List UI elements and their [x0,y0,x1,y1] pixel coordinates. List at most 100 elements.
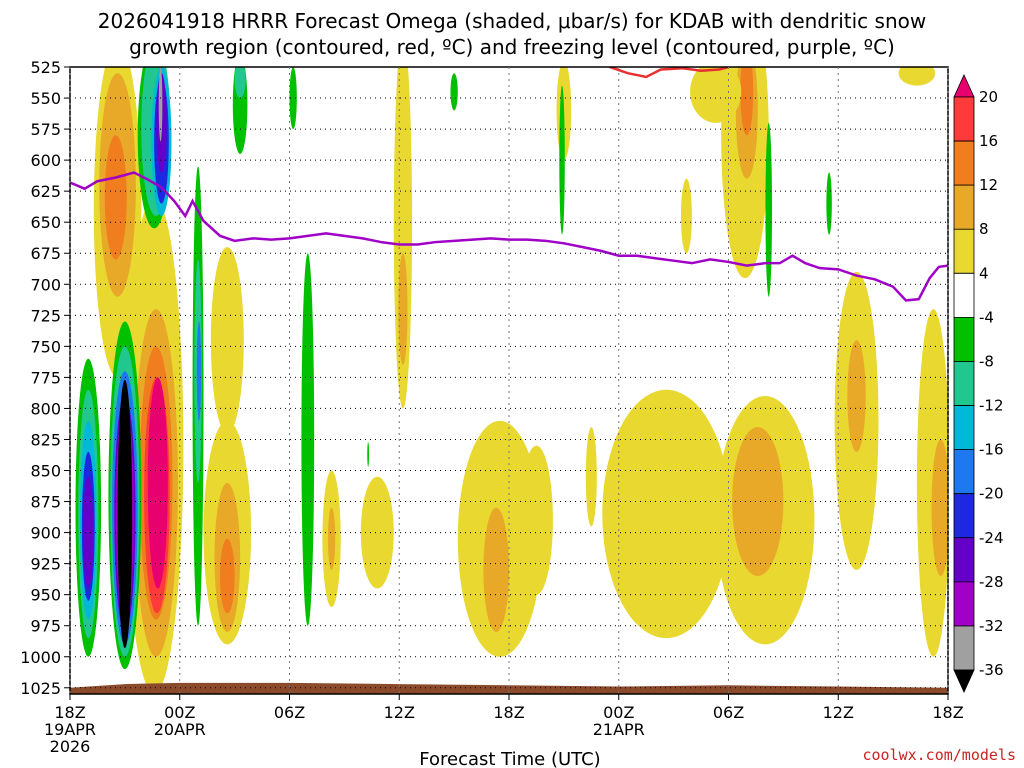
omega-region-18 [483,507,509,632]
omega-region-62 [765,122,773,297]
y-tick-label-525: 525 [30,58,61,77]
y-tick-label-675: 675 [30,244,61,263]
y-tick-label-875: 875 [30,493,61,512]
x-axis-label: Forecast Time (UTC) [419,749,600,768]
colorbar-label-8: -16 [979,441,1004,459]
y-tick-label-575: 575 [30,120,61,139]
colorbar-label-1: 16 [979,132,998,150]
omega-region-33 [680,178,692,254]
x-tick-label-6-1: 20APR [154,720,206,739]
omega-region-59 [289,67,297,130]
omega-region-13 [398,253,408,365]
x-tick-label-24-0: 18Z [493,703,524,722]
omega-region-51 [158,67,163,142]
omega-region-11 [219,538,235,614]
colorbar-label-4: 4 [979,264,989,282]
omega-region-12 [393,67,413,409]
omega-region-54 [196,321,202,421]
grid-lines [69,66,949,694]
chart-title-line1: 2026041918 HRRR Forecast Omega (shaded, … [98,9,926,33]
colorbar-label-5: -4 [979,308,994,326]
colorbar-swatch-8 [953,405,975,451]
y-tick-label-600: 600 [30,151,61,170]
x-tick-label-30-1: 21APR [593,720,645,739]
y-tick-label-800: 800 [30,399,61,418]
omega-region-2 [104,135,127,260]
omega-region-56 [234,67,246,99]
plot-content [70,67,948,694]
y-tick-label-650: 650 [30,213,61,232]
colorbar-label-9: -20 [979,485,1004,503]
colorbar-label-2: 12 [979,176,998,194]
x-tick-label-0-2: 2026 [50,737,91,756]
y-tick-label-625: 625 [30,182,61,201]
x-tick-label-12-0: 06Z [274,703,305,722]
colorbar-swatch-9 [953,449,975,495]
y-tick-label-925: 925 [30,555,61,574]
omega-region-26 [732,427,784,577]
y-axis-ticks: 525 550 575 600 625 650 675 700 725 750 775 800 825 8… [20,58,70,698]
colorbar-swatch-1 [953,96,975,142]
plot-area [69,66,949,695]
omega-region-28 [847,340,866,452]
omega-region-58 [367,441,370,467]
x-tick-label-30-0: 00Z [603,703,634,722]
y-tick-label-700: 700 [30,275,61,294]
x-tick-label-0-1: 19APR [44,720,96,739]
freezing-level-line [70,171,948,302]
y-tick-label-1025: 1025 [20,679,61,698]
colorbar: 20 16 12 8 4 -4 -8 -12 -16 -20 -24 -28 -32 -36 [953,74,1004,693]
y-tick-label-850: 850 [30,462,61,481]
omega-region-57 [301,253,315,626]
y-tick-label-775: 775 [30,368,61,387]
y-tick-label-950: 950 [30,586,61,605]
omega-region-24 [740,67,754,136]
colorbar-swatch-7 [953,361,975,406]
colorbar-swatch-12 [953,581,975,627]
omega-region-20 [585,427,597,527]
y-tick-label-750: 750 [30,337,61,356]
colorbar-label-6: -8 [979,352,994,370]
colorbar-swatch-13 [953,625,975,671]
dendritic-growth-contour [609,67,729,79]
omega-region-39 [83,476,94,589]
colorbar-label-12: -32 [979,617,1004,635]
colorbar-label-0: 20 [979,88,998,106]
omega-region-60 [450,73,458,111]
omega-region-8 [210,247,244,434]
colorbar-swatch-5 [953,272,975,318]
colorbar-label-3: 8 [979,220,989,238]
x-tick-label-42-0: 12Z [823,703,854,722]
y-tick-label-725: 725 [30,306,61,325]
omega-region-7 [147,377,168,589]
y-tick-label-825: 825 [30,430,61,449]
y-tick-label-550: 550 [30,89,61,108]
colorbar-swatch-3 [953,184,975,230]
x-tick-label-36-0: 06Z [713,703,744,722]
credit-text: coolwx.com/models [862,746,1016,764]
x-tick-label-18-0: 12Z [384,703,415,722]
omega-region-30 [931,439,948,577]
colorbar-swatch-11 [953,537,975,583]
y-tick-label-975: 975 [30,617,61,636]
x-tick-label-6-0: 00Z [164,703,195,722]
colorbar-label-7: -12 [979,397,1004,415]
omega-region-63 [826,172,832,235]
x-tick-label-0-0: 18Z [54,703,85,722]
omega-region-15 [327,507,336,570]
omega-region-45 [117,379,133,649]
colorbar-swatch-2 [953,140,975,186]
omega-region-16 [360,476,394,589]
omega-region-61 [559,85,565,235]
colorbar-label-11: -28 [979,573,1004,591]
y-tick-label-900: 900 [30,524,61,543]
colorbar-swatch-14 [953,669,975,693]
colorbar-label-10: -24 [979,529,1004,547]
colorbar-label-13: -36 [979,661,1004,679]
omega-region-19 [519,445,553,595]
omega-region-21 [602,389,731,639]
x-tick-label-48-0: 18Z [932,703,963,722]
chart-title-line2: growth region (contoured, red, ºC) and f… [129,35,895,59]
